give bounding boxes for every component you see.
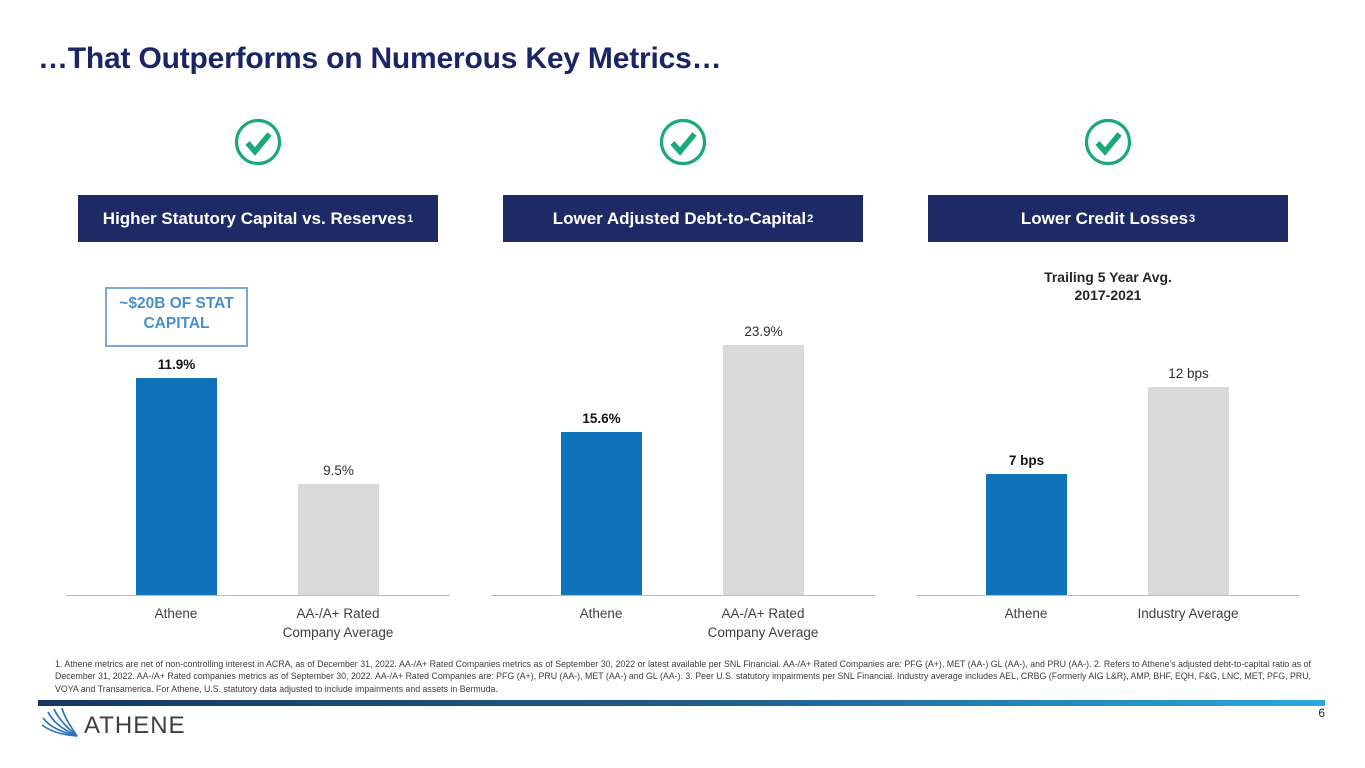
value-label: 12 bps <box>1168 366 1209 381</box>
value-label: 9.5% <box>323 463 354 478</box>
x-axis-line <box>491 595 875 596</box>
bar-industry-average <box>1148 387 1229 595</box>
bar-group-peer: 23.9% <box>723 324 804 595</box>
chart-subtitle: Trailing 5 Year Avg. 2017-2021 <box>1044 269 1172 304</box>
page-title: …That Outperforms on Numerous Key Metric… <box>38 42 722 75</box>
checkmark-icon <box>659 118 707 166</box>
value-label: 23.9% <box>744 324 783 339</box>
value-label: 7 bps <box>1008 453 1045 468</box>
logo-fan-icon <box>41 708 78 737</box>
category-label-peer: AA-/A+ Rated Company Average <box>707 606 819 640</box>
category-label-athene: Athene <box>1004 606 1048 621</box>
metric-header-label: Higher Statutory Capital vs. Reserves <box>102 208 407 228</box>
callout-box: ~$20B OF STAT CAPITAL <box>105 287 248 347</box>
metric-header: Lower Adjusted Debt-to-Capital 2 <box>503 195 863 242</box>
metric-header-label: Lower Credit Losses <box>1020 208 1189 228</box>
metric-header: Lower Credit Losses 3 <box>928 195 1288 242</box>
category-label-athene: Athene <box>154 606 198 621</box>
bar-group-athene: 7 bps <box>986 453 1067 595</box>
metric-panel-statutory-capital: Higher Statutory Capital vs. Reserves 1 ~… <box>66 117 450 677</box>
value-label: 15.6% <box>582 411 621 426</box>
category-label-athene: Athene <box>579 606 623 621</box>
bar-athene <box>986 474 1067 595</box>
bar-chart-statutory-capital: 11.9% 9.5% <box>78 357 438 595</box>
x-axis-line <box>66 595 450 596</box>
bar-athene <box>136 378 217 595</box>
callout-line: CAPITAL <box>143 315 210 333</box>
metric-header-label: Lower Adjusted Debt-to-Capital <box>552 208 807 228</box>
bar-athene <box>561 432 642 595</box>
metric-header: Higher Statutory Capital vs. Reserves 1 <box>78 195 438 242</box>
bar-group-peer: 9.5% <box>298 463 379 595</box>
category-label-industry: Industry Average <box>1137 606 1239 621</box>
footnote-text: 1. Athene metrics are net of non-control… <box>55 659 1311 694</box>
bar-peer-average <box>298 484 379 595</box>
athene-logo: ATHENE <box>40 708 186 738</box>
checkmark-icon <box>234 118 282 166</box>
x-axis-line <box>916 595 1300 596</box>
logo-text: ATHENE <box>84 712 186 739</box>
value-label: 11.9% <box>157 357 196 372</box>
bar-group-athene: 11.9% <box>136 357 217 595</box>
bar-peer-average <box>723 345 804 595</box>
metric-panel-credit-losses: Lower Credit Losses 3 Trailing 5 Year Avg… <box>916 117 1300 677</box>
bar-chart-credit-losses: 7 bps 12 bps <box>928 366 1288 595</box>
bottom-accent-bar <box>38 700 1325 706</box>
bar-group-industry: 12 bps <box>1148 366 1229 595</box>
bar-chart-debt-to-capital: 15.6% 23.9% <box>503 324 863 595</box>
bar-group-athene: 15.6% <box>561 411 642 595</box>
checkmark-icon <box>1084 118 1132 166</box>
page-number: 6 <box>1318 706 1325 720</box>
callout-line: ~$20B OF STAT <box>119 295 234 312</box>
metric-panel-debt-to-capital: Lower Adjusted Debt-to-Capital 2 15.6% 23… <box>491 117 875 677</box>
category-label-peer: AA-/A+ Rated Company Average <box>282 606 394 640</box>
